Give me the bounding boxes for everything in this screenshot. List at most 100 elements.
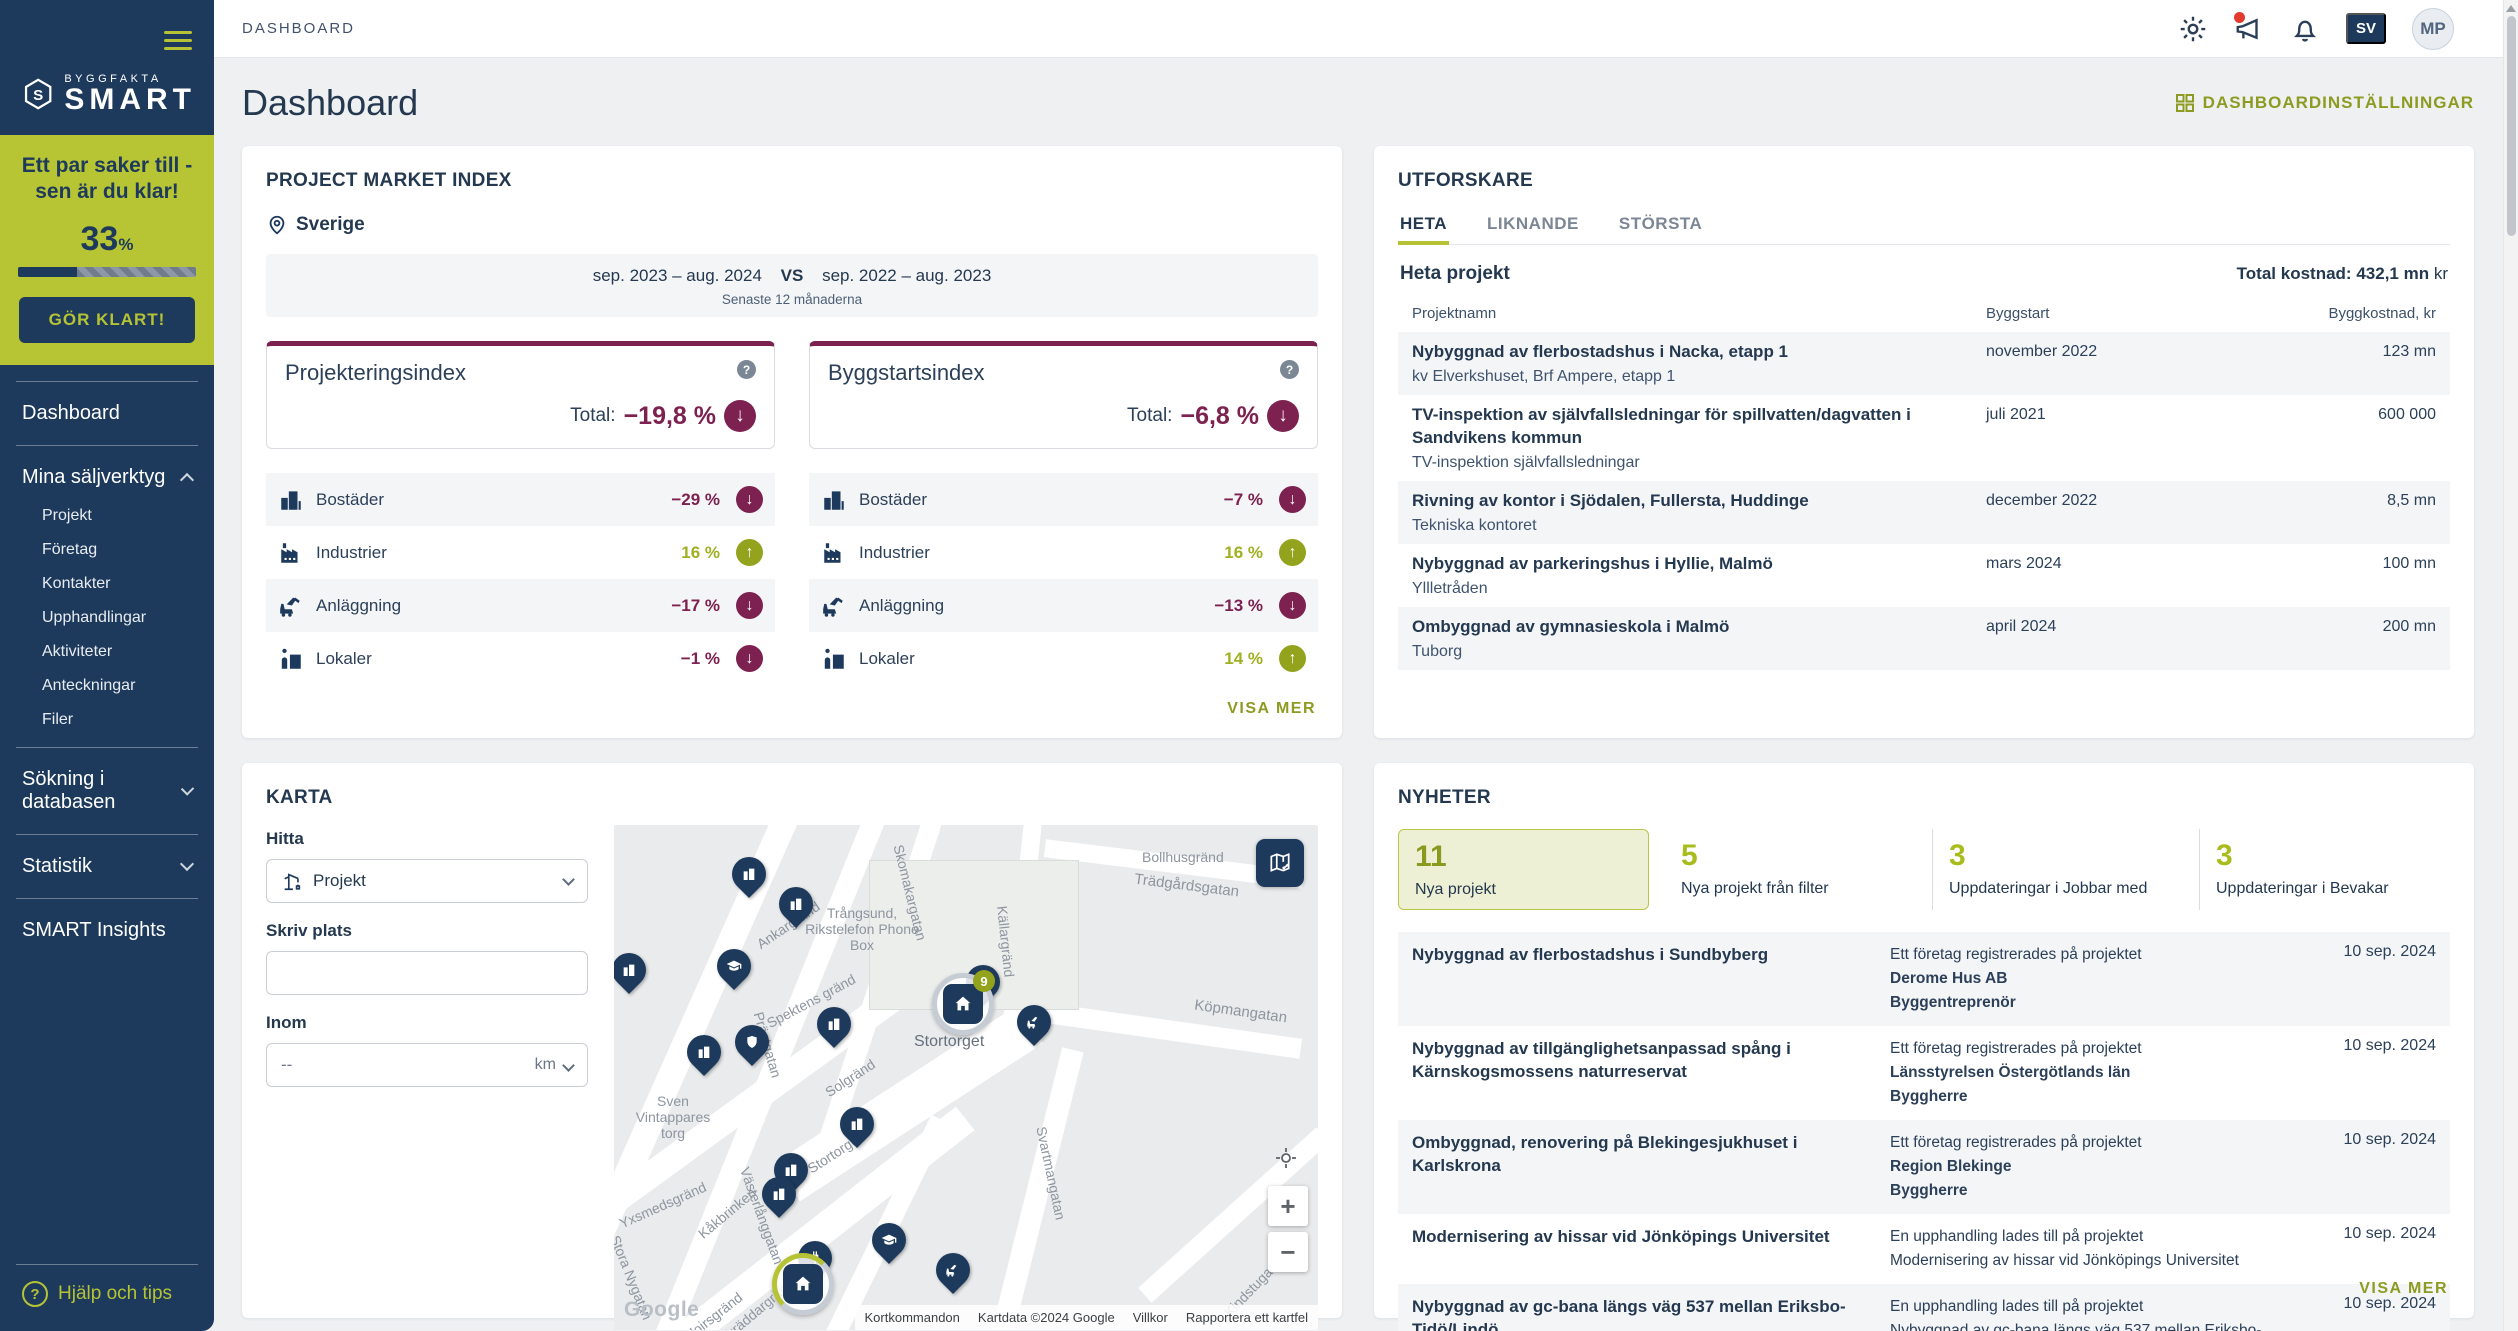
project-cluster[interactable] [772, 1253, 834, 1315]
project-pin[interactable] [771, 879, 821, 929]
sidebar-item-aktiviteter[interactable]: Aktiviteter [42, 642, 113, 660]
byggstartsindex-card: Byggstartsindex Total: −6,8 % [809, 341, 1318, 449]
bell-icon [2293, 20, 2316, 42]
notifications-button[interactable] [2290, 14, 2320, 44]
kortkommandon-link[interactable]: Kortkommandon [864, 1310, 960, 1325]
project-cluster[interactable]: 9 [932, 970, 995, 1035]
page-title: Dashboard [242, 82, 419, 123]
project-pin[interactable] [614, 945, 654, 995]
map-filter-form: Hitta Projekt Skriv plats [266, 825, 588, 1330]
down-arrow-icon [724, 400, 756, 432]
location-pin-icon [269, 215, 285, 235]
svg-text:S: S [33, 87, 43, 104]
table-row[interactable]: TV-inspektion av självfallsledningar för… [1412, 404, 2436, 471]
sidebar-item-smart-insights[interactable]: SMART Insights [22, 918, 166, 941]
office-icon [281, 648, 301, 669]
locate-button[interactable] [1266, 1138, 1306, 1178]
category-row: Industrier 16 % [809, 526, 1318, 579]
map[interactable]: Trädgårdsgatan Källargränd Köpmangatan S… [614, 825, 1318, 1330]
sidebar-item-statistik[interactable]: Statistik [0, 845, 214, 888]
category-label: Anläggning [316, 595, 402, 615]
project-pin[interactable] [864, 1215, 914, 1265]
pmi-visa-mer-link[interactable]: VISA MER [1227, 700, 1316, 717]
news-row[interactable]: Nybyggnad av flerbostadshus i Sundbyberg… [1398, 931, 2450, 1026]
down-arrow-icon [1279, 486, 1306, 513]
zoom-in-button[interactable] [1268, 1186, 1308, 1226]
help-link[interactable]: Hjälp och tips [0, 1265, 214, 1331]
inom-input[interactable] [281, 1055, 527, 1075]
utforskare-title: UTFORSKARE [1398, 170, 1533, 191]
project-pin[interactable] [679, 1027, 729, 1077]
map-layers-button[interactable] [1256, 839, 1304, 887]
tab-heta[interactable]: HETA [1398, 214, 1450, 245]
villkor-link[interactable]: Villkor [1132, 1310, 1168, 1325]
divider [16, 897, 198, 899]
scrollbar-thumb[interactable] [2506, 16, 2516, 236]
avatar[interactable]: MP [2412, 7, 2454, 50]
place-label: Sven Vintappares torg [635, 1093, 711, 1141]
table-row[interactable]: Rivning av kontor i Sjödalen, Fullersta,… [1398, 480, 2450, 544]
news-row[interactable]: Ombyggnad, renovering på Blekingesjukhus… [1398, 1119, 2450, 1214]
project-pin[interactable] [809, 999, 859, 1049]
table-row[interactable]: Ombyggnad av gymnasieskola i Malmö Tuborg… [1398, 606, 2450, 670]
hamburger-menu-icon[interactable] [164, 26, 192, 55]
news-row[interactable]: Modernisering av hissar vid Jönköpings U… [1412, 1224, 2436, 1269]
project-pin[interactable] [766, 1145, 816, 1195]
sidebar-item-sokning[interactable]: Sökning i databasen [0, 758, 214, 824]
divider [16, 380, 198, 382]
table-row[interactable]: Nybyggnad av parkeringshus i Hyllie, Mal… [1412, 553, 2436, 597]
dashboard-grid-icon [2175, 94, 2194, 112]
project-pin[interactable] [832, 1099, 882, 1149]
sidebar-item-upphandlingar[interactable]: Upphandlingar [42, 608, 147, 626]
report-error-link[interactable]: Rapportera ett kartfel [1185, 1310, 1308, 1325]
hitta-select[interactable]: Projekt [266, 859, 588, 903]
project-pin[interactable] [928, 1245, 978, 1295]
news-row[interactable]: Nybyggnad av gc-bana längs väg 537 mella… [1398, 1283, 2450, 1331]
stat-nya-projekt[interactable]: 11 Nya projekt [1398, 829, 1649, 910]
karta-card: KARTA Hitta Projekt Skriv plats [242, 763, 1342, 1330]
percent-sign: % [118, 234, 134, 254]
sidebar-item-mina-saljverktyg[interactable]: Mina säljverktyg [0, 456, 214, 499]
plats-label: Skriv plats [266, 921, 352, 940]
stat-nya-projekt-filter[interactable]: 5 Nya projekt från filter [1681, 839, 1829, 897]
map-attribution: Kortkommandon Kartdata ©2024 Google Vill… [854, 1305, 1318, 1330]
tab-storsta[interactable]: STÖRSTA [1617, 214, 1704, 244]
zoom-out-button[interactable] [1268, 1232, 1308, 1272]
help-icon[interactable] [737, 360, 756, 379]
building-icon [773, 1188, 785, 1200]
language-badge[interactable]: SV [2345, 13, 2386, 44]
table-row[interactable]: Nybyggnad av flerbostadshus i Nacka, eta… [1398, 332, 2450, 395]
project-pin[interactable] [754, 1169, 804, 1219]
plats-input[interactable] [281, 963, 573, 983]
stat-uppdateringar-jobbar[interactable]: 3 Uppdateringar i Jobbar med [1932, 829, 2183, 910]
scrollbar[interactable] [2503, 0, 2518, 1331]
project-pin[interactable] [709, 941, 759, 991]
nyheter-visa-mer-link[interactable]: VISA MER [2359, 1280, 2448, 1297]
scroll-up-arrow-icon[interactable] [2506, 5, 2516, 12]
tab-liknande[interactable]: LIKNANDE [1485, 214, 1581, 244]
stat-uppdateringar-bevakar[interactable]: 3 Uppdateringar i Bevakar [2199, 829, 2450, 910]
sidebar-item-projekt[interactable]: Projekt [42, 506, 92, 524]
news-row[interactable]: Nybyggnad av tillgänglighetsanpassad spå… [1412, 1036, 2436, 1105]
project-pin[interactable] [1009, 997, 1059, 1047]
settings-gear-button[interactable] [2178, 14, 2208, 44]
project-pin[interactable] [727, 1017, 777, 1067]
dashboard-settings-link[interactable]: DASHBOARDINSTÄLLNINGAR [2175, 93, 2474, 113]
sidebar-item-filer[interactable]: Filer [42, 710, 74, 728]
complete-profile-button[interactable]: GÖR KLART! [18, 296, 196, 343]
sidebar-item-dashboard[interactable]: Dashboard [22, 401, 120, 424]
projekteringsindex-column: Projekteringsindex Total: −19,8 % [266, 341, 775, 685]
announcements-button[interactable] [2233, 11, 2264, 44]
up-arrow-icon [1279, 539, 1306, 566]
sidebar-item-anteckningar[interactable]: Anteckningar [42, 676, 136, 694]
project-market-index-card: PROJECT MARKET INDEX Sverige sep. 2023 –… [242, 146, 1342, 738]
promo-line2: sen är du klar! [35, 180, 179, 204]
project-pin[interactable] [724, 849, 774, 899]
period-selector[interactable]: sep. 2023 – aug. 2024 VS sep. 2022 – aug… [266, 254, 1318, 317]
graduation-cap-icon [726, 960, 742, 971]
help-icon[interactable] [1280, 360, 1299, 379]
sidebar-item-kontakter[interactable]: Kontakter [42, 574, 111, 592]
sidebar-item-foretag[interactable]: Företag [42, 540, 98, 558]
housing-icon [281, 490, 301, 510]
total-cost: Total kostnad: 432,1 mn kr [2236, 264, 2448, 283]
